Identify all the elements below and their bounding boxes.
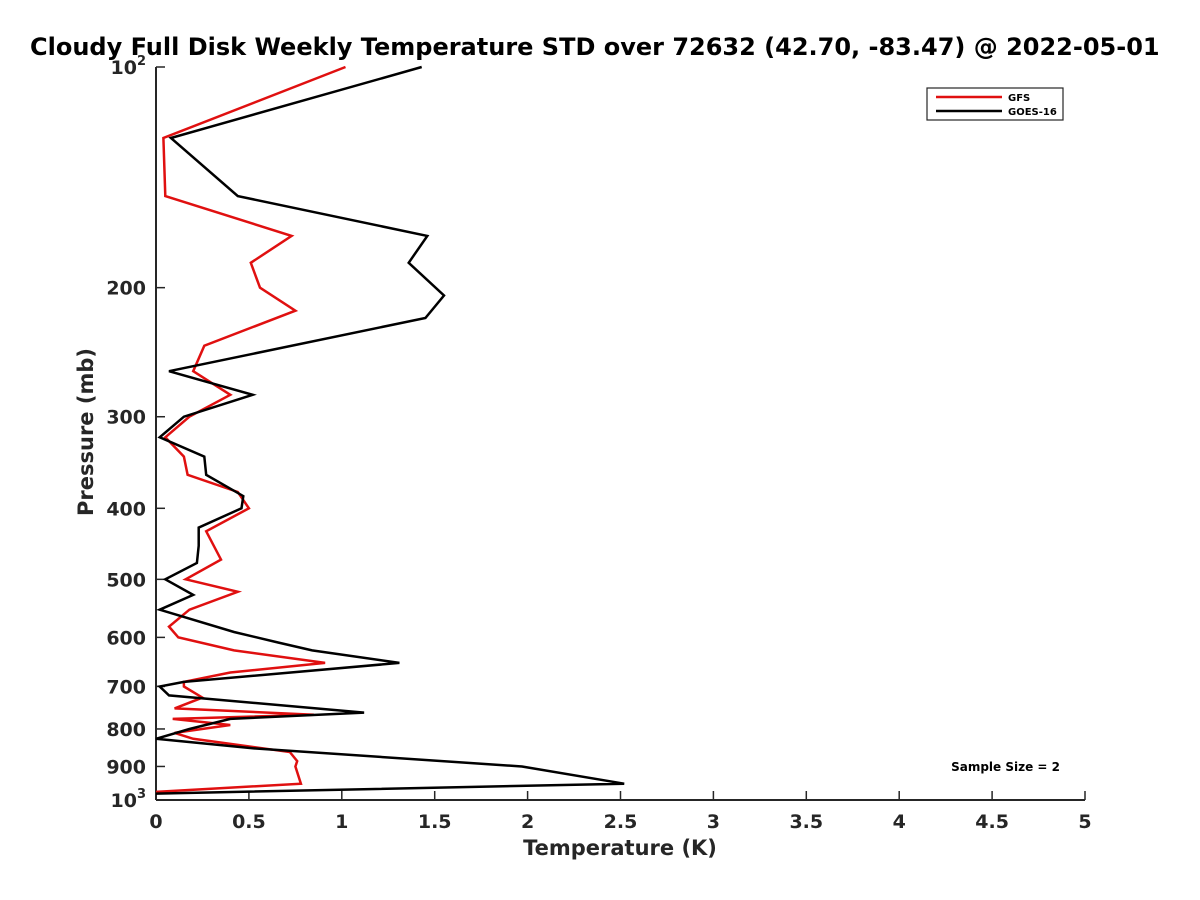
y-tick-label: 300 (106, 407, 146, 429)
legend-label-goes16: GOES-16 (1008, 107, 1057, 118)
x-tick-label: 3.5 (789, 811, 823, 833)
x-tick-label: 1 (335, 811, 348, 833)
legend-label-gfs: GFS (1008, 93, 1030, 104)
y-tick-label: 900 (106, 756, 146, 778)
x-tick-label: 4.5 (975, 811, 1009, 833)
series-line-gfs (155, 65, 346, 794)
legend-box (926, 87, 1064, 121)
x-tick-label: 3 (707, 811, 720, 833)
y-tick-label: 103 (111, 787, 147, 812)
x-tick-label: 0.5 (232, 811, 266, 833)
x-tick-label: 5 (1078, 811, 1091, 833)
y-tick-label: 700 (106, 676, 146, 698)
y-axis-label: Pressure (mb) (74, 348, 98, 516)
x-tick-label: 1.5 (418, 811, 452, 833)
series-lines (155, 65, 625, 795)
x-tick-label: 2.5 (604, 811, 638, 833)
chart-title: Cloudy Full Disk Weekly Temperature STD … (30, 33, 1160, 61)
x-tick-label: 0 (149, 811, 162, 833)
y-tick-label: 800 (106, 719, 146, 741)
y-tick-label: 600 (106, 627, 146, 649)
sample-size-annotation: Sample Size = 2 (951, 760, 1060, 774)
series-line-goes-16 (155, 65, 625, 795)
x-tick-label: 4 (893, 811, 906, 833)
y-tick-label: 102 (111, 54, 147, 79)
plot-area (156, 67, 1085, 800)
y-tick-label: 500 (106, 569, 146, 591)
y-axis: 102 200 300 400 500 600 700 800 900 103 (106, 54, 165, 812)
legend: GFS GOES-16 (926, 87, 1064, 121)
y-tick-label: 200 (106, 278, 146, 300)
x-tick-label: 2 (521, 811, 534, 833)
x-axis: 0 0.5 1 1.5 2 2.5 3 3.5 4 4.5 5 (149, 791, 1092, 833)
x-axis-label: Temperature (K) (523, 836, 717, 860)
y-tick-label: 400 (106, 498, 146, 520)
